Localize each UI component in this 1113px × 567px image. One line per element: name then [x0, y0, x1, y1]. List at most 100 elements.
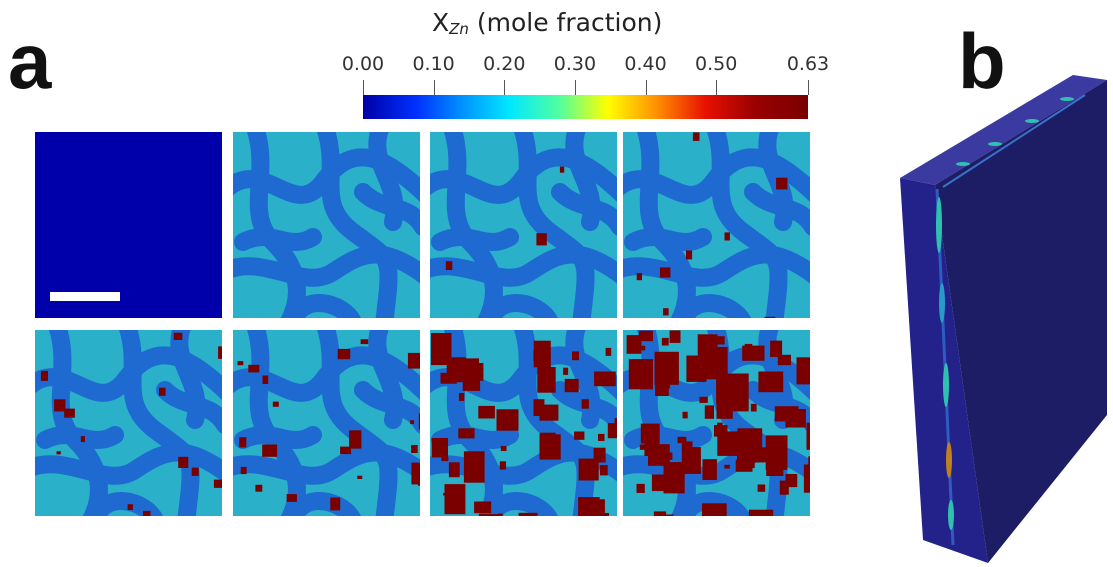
colorbar-tick: [645, 80, 647, 95]
zn-precipitate: [500, 446, 507, 451]
zn-precipitate: [806, 422, 810, 450]
zn-precipitate: [286, 494, 297, 502]
low-zn-domain: [233, 443, 420, 485]
zn-precipitate: [496, 409, 519, 431]
colorbar-tick: [574, 80, 576, 95]
slab-inclusion: [988, 142, 1002, 146]
colorbar: [363, 95, 808, 119]
zn-precipitate: [178, 456, 189, 468]
simulation-panel-5: [35, 330, 222, 516]
zn-precipitate: [704, 405, 714, 419]
zn-precipitate: [537, 367, 556, 393]
zn-precipitate: [803, 464, 810, 493]
zn-precipitate: [173, 332, 183, 340]
zn-precipitate: [682, 411, 688, 419]
zn-precipitate: [463, 451, 485, 483]
zn-precipitate: [431, 333, 452, 366]
zn-precipitate: [640, 423, 660, 444]
zn-precipitate: [578, 458, 599, 481]
low-zn-domain: [706, 132, 788, 318]
low-zn-domain: [316, 330, 398, 516]
slab-side-face: [935, 80, 1107, 563]
zn-precipitate: [587, 505, 600, 514]
zn-precipitate: [711, 336, 725, 345]
zn-precipitate: [564, 378, 579, 393]
zn-precipitate: [655, 514, 674, 516]
low-zn-domain: [284, 492, 362, 516]
colorbar-tick: [363, 80, 364, 95]
simulation-panel-7: [430, 330, 617, 516]
zn-precipitate: [533, 399, 545, 416]
zn-precipitate: [626, 335, 642, 354]
low-zn-domain: [624, 228, 712, 251]
panel-label-b: b: [958, 17, 1006, 105]
zn-precipitate: [80, 436, 85, 443]
simulation-panel-6: [233, 330, 420, 516]
low-zn-domain: [744, 183, 810, 236]
zn-precipitate: [240, 466, 247, 475]
low-zn-domain: [623, 245, 810, 287]
zn-precipitate: [681, 441, 693, 451]
zn-precipitate: [479, 514, 501, 516]
low-zn-domain: [481, 294, 559, 318]
zn-precipitate: [411, 462, 420, 485]
zn-precipitate: [262, 375, 269, 384]
zn-precipitate: [445, 261, 453, 270]
slab-top-face: [900, 75, 1107, 185]
zn-precipitate: [663, 462, 685, 494]
zn-precipitate: [764, 316, 776, 318]
colorbar-tick: [716, 80, 718, 95]
zn-precipitate: [640, 345, 646, 351]
zn-precipitate: [663, 308, 669, 316]
simulation-panel-3: [430, 132, 617, 318]
panel-label-a: a: [8, 17, 52, 105]
colorbar-title-prefix: X: [432, 8, 450, 37]
zn-precipitate: [750, 403, 757, 412]
zn-precipitate: [64, 408, 75, 418]
slab-inclusion: [1060, 97, 1074, 101]
low-zn-domain: [234, 228, 322, 251]
zn-precipitate: [757, 484, 766, 492]
zn-precipitate: [330, 497, 341, 511]
zn-precipitate: [655, 378, 669, 396]
zn-precipitate: [636, 483, 645, 493]
zn-precipitate: [446, 357, 466, 383]
zn-precipitate: [143, 510, 151, 516]
matrix-background: [35, 132, 222, 318]
zn-precipitate: [499, 461, 506, 470]
zn-precipitate: [692, 132, 700, 141]
low-zn-domain: [36, 426, 124, 449]
low-zn-domain: [86, 492, 164, 516]
zn-precipitate: [661, 337, 669, 346]
zn-precipitate: [539, 434, 561, 460]
zn-precipitate: [272, 401, 279, 407]
colorbar-title-subscript: Zn: [449, 20, 469, 38]
zn-precipitate: [718, 389, 728, 403]
slab-inclusion: [943, 363, 949, 407]
low-zn-domain: [156, 381, 222, 434]
colorbar-tick-label: 0.50: [695, 53, 738, 75]
colorbar-tick-label: 0.63: [786, 53, 830, 75]
slab-inclusion: [948, 500, 954, 530]
low-zn-domain: [430, 245, 617, 287]
zn-precipitate: [518, 512, 538, 516]
slab-3d-view: [895, 75, 1110, 567]
zn-precipitate: [262, 444, 278, 457]
colorbar-tick-label: 0.20: [483, 53, 526, 75]
zn-precipitate: [677, 436, 687, 444]
zn-precipitate: [559, 166, 565, 173]
zn-precipitate: [349, 430, 362, 449]
zn-precipitate: [669, 330, 681, 343]
simulation-panel-4: [623, 132, 810, 318]
colorbar-tick-label: 0.40: [624, 53, 667, 75]
zn-precipitate: [796, 357, 810, 385]
zn-precipitate: [599, 465, 608, 476]
zn-precipitate: [410, 420, 415, 424]
zn-precipitate: [659, 267, 671, 278]
zn-precipitate: [40, 370, 48, 381]
zn-precipitate: [594, 371, 616, 387]
colorbar-title-suffix: (mole fraction): [468, 8, 663, 37]
zn-precipitate: [628, 359, 653, 390]
zn-precipitate: [255, 484, 263, 492]
zn-precipitate: [765, 435, 788, 470]
